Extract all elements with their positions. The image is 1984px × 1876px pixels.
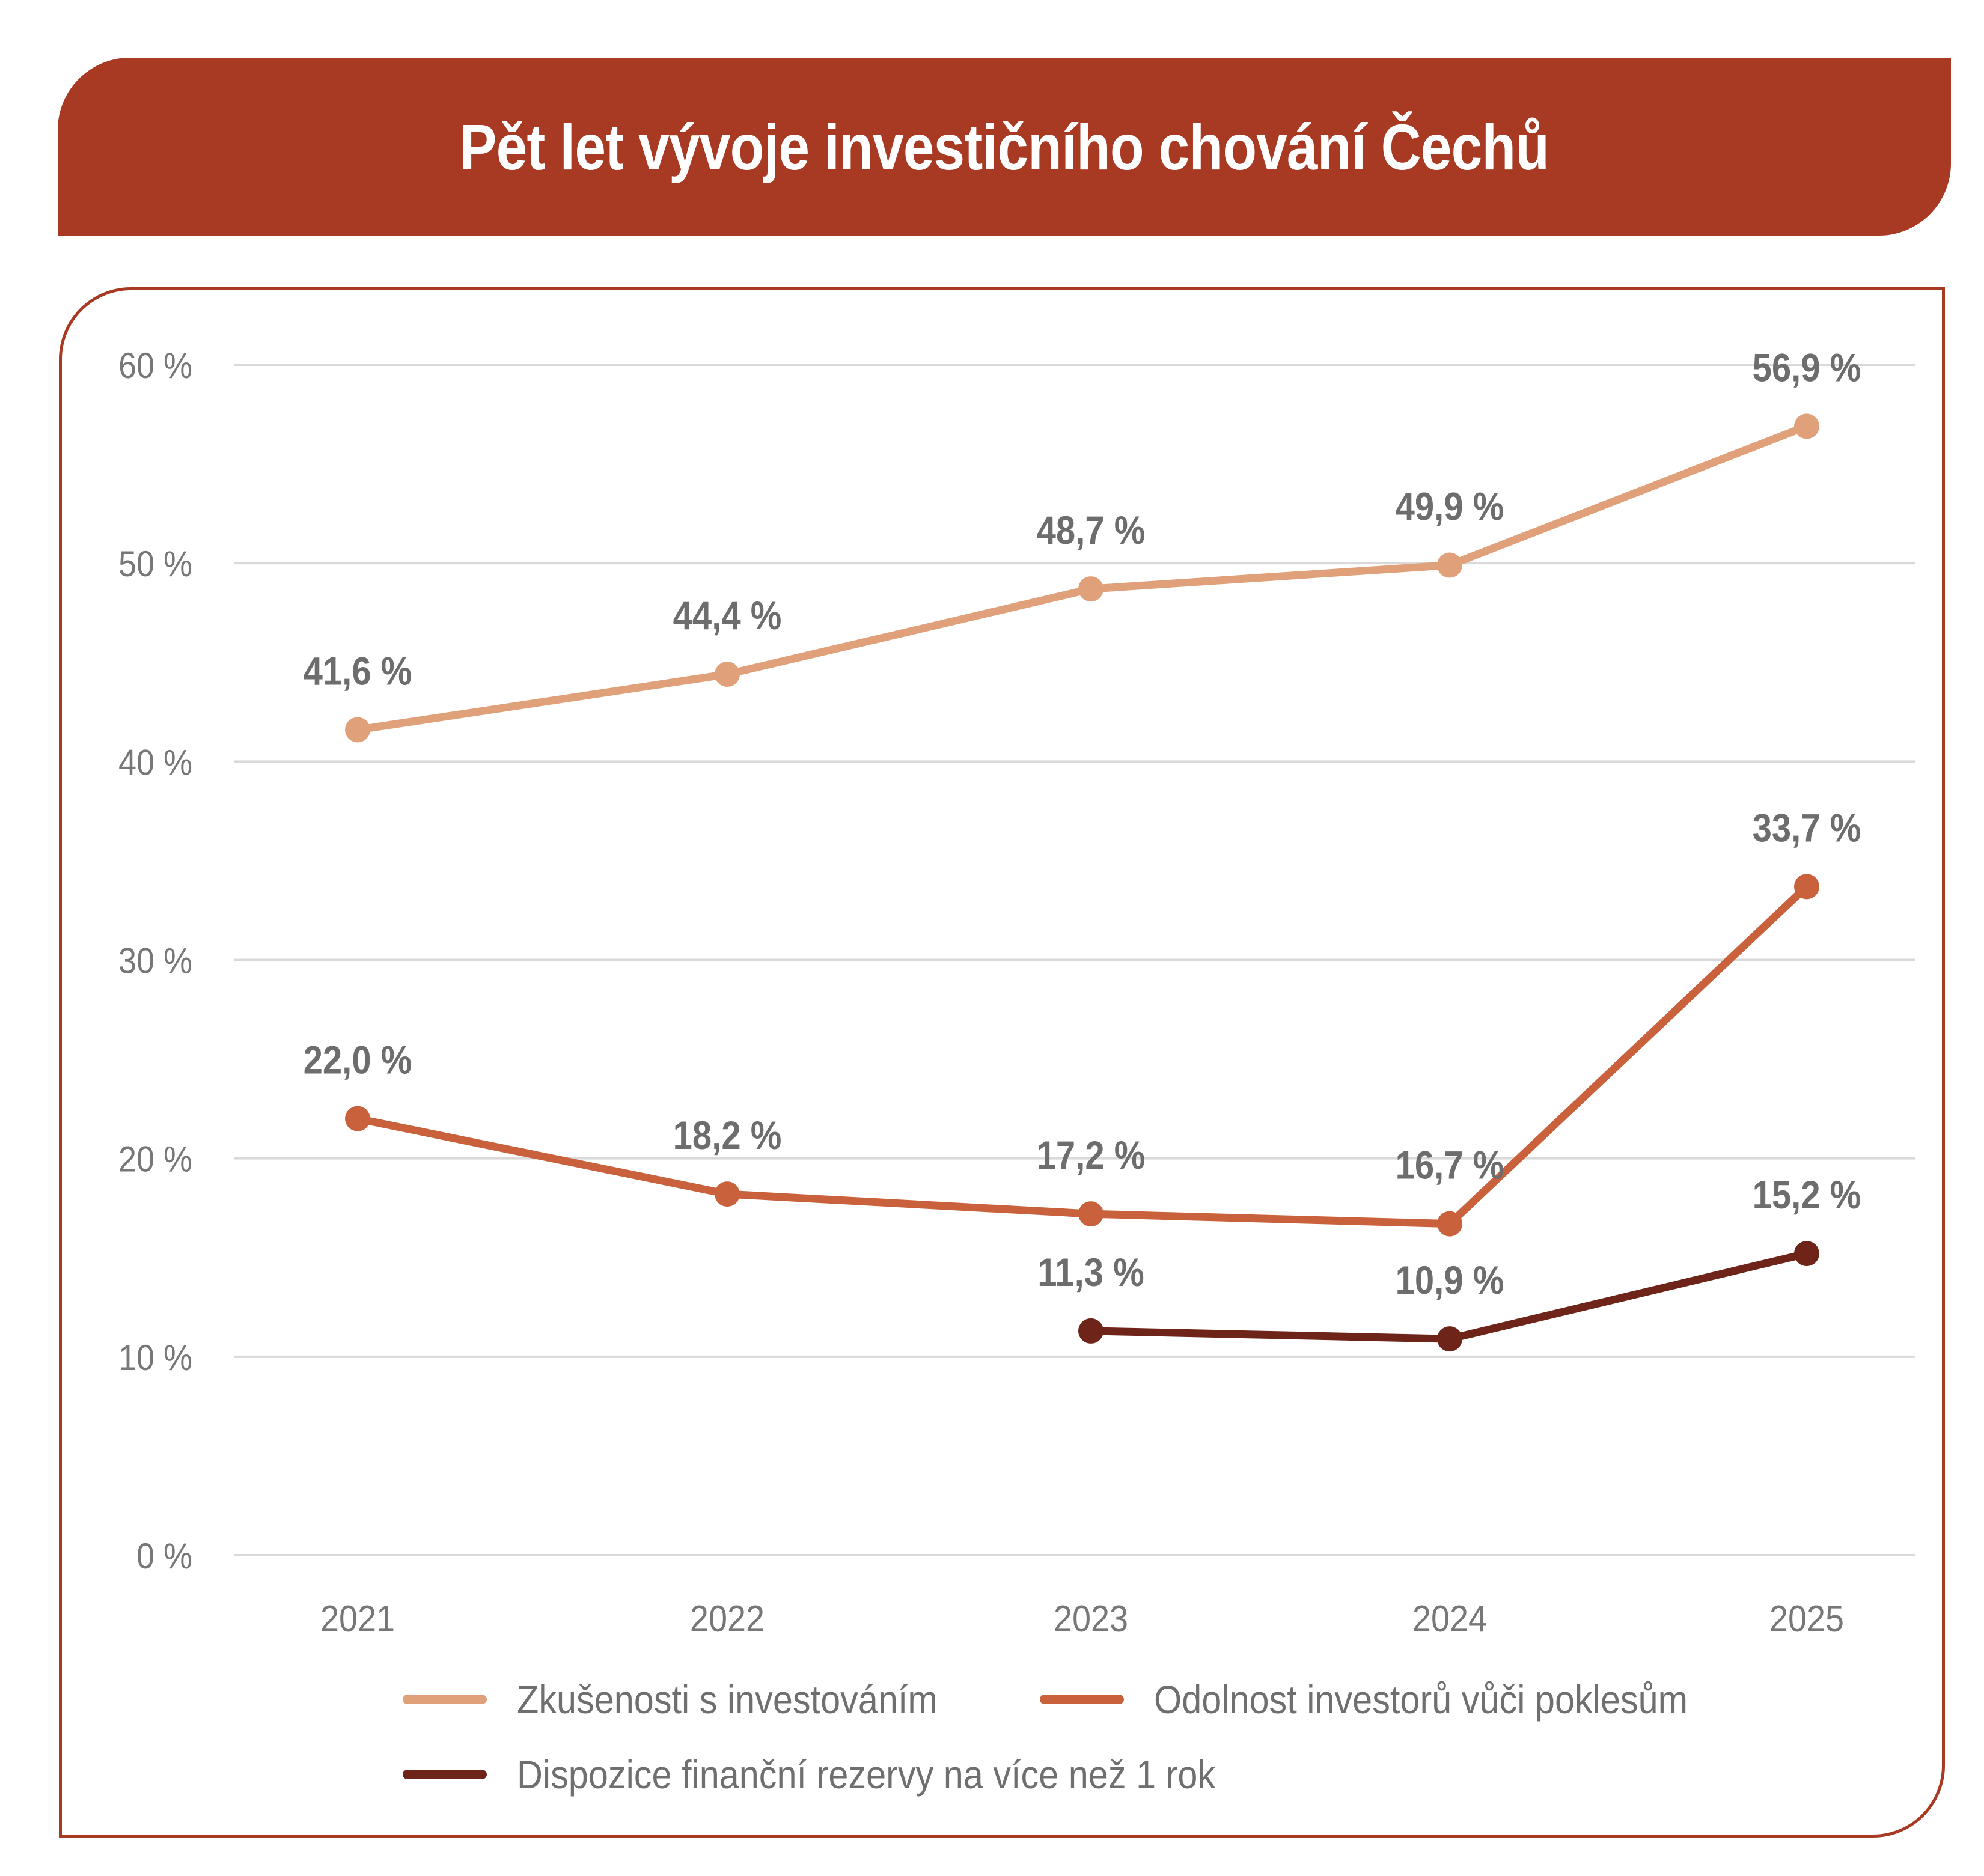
x-tick-label: 2025	[1769, 1598, 1844, 1639]
data-label: 48,7 %	[1037, 509, 1146, 553]
legend-item-resilience: Odolnost investorů vůči poklesům	[1040, 1677, 1747, 1722]
x-tick-label: 2024	[1412, 1598, 1487, 1639]
x-tick-label: 2023	[1054, 1598, 1128, 1639]
data-point	[1794, 874, 1819, 900]
data-label: 41,6 %	[304, 650, 412, 693]
legend-label-reserve: Dispozice finanční rezervy na více než 1…	[517, 1752, 1216, 1797]
legend-label-resilience: Odolnost investorů vůči poklesům	[1154, 1677, 1688, 1722]
data-label: 11,3 %	[1037, 1251, 1144, 1295]
y-tick-label: 10 %	[118, 1338, 192, 1378]
data-point	[345, 1106, 370, 1131]
y-tick-label: 40 %	[118, 743, 192, 783]
data-label: 22,0 %	[304, 1038, 412, 1082]
data-point	[1078, 1201, 1103, 1227]
data-label: 16,7 %	[1396, 1144, 1504, 1187]
data-label: 17,2 %	[1037, 1134, 1146, 1178]
x-tick-label: 2021	[320, 1598, 395, 1639]
x-tick-label: 2022	[690, 1598, 765, 1639]
data-point	[1794, 1241, 1819, 1267]
legend-item-experience: Zkušenosti s investováním	[403, 1677, 984, 1722]
data-label: 10,9 %	[1396, 1259, 1504, 1303]
data-point	[1437, 1211, 1462, 1237]
chart-title: Pět let vývoje investičního chování Čech…	[459, 110, 1549, 183]
data-point	[1437, 552, 1462, 578]
y-tick-label: 50 %	[118, 544, 192, 585]
legend-swatch-reserve	[403, 1770, 487, 1779]
data-label: 33,7 %	[1753, 806, 1861, 850]
data-label: 18,2 %	[673, 1114, 782, 1158]
legend-label-experience: Zkušenosti s investováním	[517, 1677, 938, 1722]
chart-frame	[59, 287, 1945, 1838]
y-tick-label: 20 %	[118, 1139, 192, 1180]
series-line	[353, 422, 1811, 734]
data-point	[345, 717, 370, 743]
data-point	[1078, 576, 1103, 602]
data-point	[1437, 1326, 1462, 1352]
y-tick-label: 30 %	[118, 941, 192, 981]
data-point	[715, 1181, 740, 1207]
data-label: 44,4 %	[673, 594, 782, 638]
data-label: 15,2 %	[1753, 1174, 1861, 1217]
y-tick-label: 0 %	[136, 1536, 192, 1576]
legend-swatch-resilience	[1040, 1695, 1124, 1704]
title-banner: Pět let vývoje investičního chování Čech…	[58, 58, 1951, 236]
data-label: 56,9 %	[1753, 346, 1861, 390]
y-tick-label: 60 %	[118, 346, 192, 386]
legend-item-reserve: Dispozice finanční rezervy na více než 1…	[403, 1752, 1293, 1797]
legend-swatch-experience	[403, 1695, 487, 1704]
data-point	[1794, 413, 1819, 439]
data-point	[715, 662, 740, 687]
data-label: 49,9 %	[1396, 485, 1504, 529]
data-point	[1078, 1318, 1103, 1344]
